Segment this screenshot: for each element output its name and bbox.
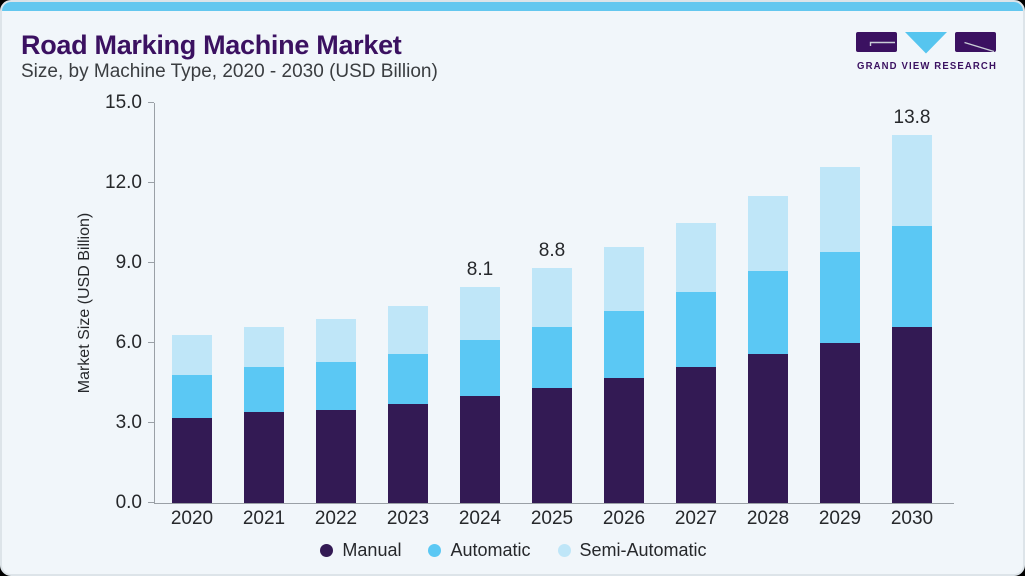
y-axis-tick bbox=[148, 422, 154, 423]
bar-2027-automatic bbox=[676, 292, 716, 367]
bar-2029-automatic bbox=[820, 252, 860, 343]
legend-item-automatic: Automatic bbox=[428, 540, 531, 560]
y-tick-label: 3.0 bbox=[115, 412, 142, 433]
bar-2029-manual bbox=[820, 343, 860, 503]
page-subtitle: Size, by Machine Type, 2020 - 2030 (USD … bbox=[21, 61, 438, 82]
y-axis-tick bbox=[148, 502, 154, 503]
x-tick-label-2027: 2027 bbox=[674, 508, 718, 529]
bar-2028-automatic bbox=[748, 271, 788, 354]
gvr-logo: GRAND VIEW RESEARCH bbox=[856, 32, 997, 72]
bar-2026-manual bbox=[604, 378, 644, 503]
bar-2028-semi-automatic bbox=[748, 196, 788, 271]
top-accent-bar bbox=[2, 2, 1023, 11]
x-axis-line bbox=[154, 503, 954, 504]
y-tick-label: 9.0 bbox=[115, 252, 142, 273]
y-axis-tick bbox=[148, 262, 154, 263]
bar-2025-automatic bbox=[532, 327, 572, 388]
x-tick-label-2023: 2023 bbox=[386, 508, 430, 529]
x-tick-label-2021: 2021 bbox=[242, 508, 286, 529]
bar-2028-manual bbox=[748, 354, 788, 503]
bar-2030-semi-automatic bbox=[892, 135, 932, 226]
chart-legend: Manual Automatic Semi-Automatic bbox=[2, 540, 1023, 560]
legend-label: Automatic bbox=[450, 540, 531, 560]
bar-value-label-2030: 13.8 bbox=[893, 107, 931, 128]
y-axis-tick bbox=[148, 102, 154, 103]
x-tick-label-2022: 2022 bbox=[314, 508, 358, 529]
y-axis-title: Market Size (USD Billion) bbox=[76, 212, 93, 394]
bar-2020-semi-automatic bbox=[172, 335, 212, 375]
bar-2021-automatic bbox=[244, 367, 284, 412]
bar-2024-automatic bbox=[460, 340, 500, 396]
y-tick-label: 0.0 bbox=[115, 492, 142, 513]
bar-2026-semi-automatic bbox=[604, 247, 644, 311]
x-tick-label-2028: 2028 bbox=[746, 508, 790, 529]
y-axis-tick bbox=[148, 182, 154, 183]
legend-dot-icon bbox=[557, 543, 571, 557]
x-tick-label-2024: 2024 bbox=[458, 508, 502, 529]
legend-item-manual: Manual bbox=[320, 541, 401, 559]
bar-2020-manual bbox=[172, 418, 212, 503]
bar-value-label-2025: 8.8 bbox=[538, 240, 566, 261]
x-tick-label-2030: 2030 bbox=[890, 508, 934, 529]
page-title: Road Marking Machine Market bbox=[21, 30, 402, 60]
y-axis-line bbox=[154, 103, 155, 503]
bar-2021-manual bbox=[244, 412, 284, 503]
bar-2030-automatic bbox=[892, 226, 932, 327]
bar-2022-semi-automatic bbox=[316, 319, 356, 362]
bar-2024-manual bbox=[460, 396, 500, 503]
x-tick-label-2026: 2026 bbox=[602, 508, 646, 529]
legend-item-semi-automatic: Semi-Automatic bbox=[557, 540, 707, 560]
bar-2020-automatic bbox=[172, 375, 212, 418]
legend-label: Manual bbox=[342, 540, 402, 560]
x-tick-label-2029: 2029 bbox=[818, 508, 862, 529]
bar-2023-manual bbox=[388, 404, 428, 503]
legend-dot-icon bbox=[320, 543, 334, 557]
bar-2022-automatic bbox=[316, 362, 356, 410]
legend-label: Semi-Automatic bbox=[579, 540, 707, 560]
bar-2030-manual bbox=[892, 327, 932, 503]
logo-brand-text: GRAND VIEW RESEARCH bbox=[857, 61, 997, 72]
bar-2023-semi-automatic bbox=[388, 306, 428, 354]
x-tick-label-2020: 2020 bbox=[170, 508, 214, 529]
y-tick-label: 6.0 bbox=[115, 332, 142, 353]
bar-2025-semi-automatic bbox=[532, 268, 572, 327]
bar-2022-manual bbox=[316, 410, 356, 503]
bar-2026-automatic bbox=[604, 311, 644, 378]
y-tick-label: 15.0 bbox=[105, 92, 142, 113]
legend-dot-icon bbox=[428, 543, 442, 557]
y-axis-tick bbox=[148, 342, 154, 343]
bar-value-label-2024: 8.1 bbox=[466, 259, 494, 280]
bar-2027-manual bbox=[676, 367, 716, 503]
bar-2029-semi-automatic bbox=[820, 167, 860, 252]
bar-2021-semi-automatic bbox=[244, 327, 284, 367]
bar-2024-semi-automatic bbox=[460, 287, 500, 340]
y-tick-label: 12.0 bbox=[105, 172, 142, 193]
x-tick-label-2025: 2025 bbox=[530, 508, 574, 529]
bar-2025-manual bbox=[532, 388, 572, 503]
gvr-monogram-icon bbox=[856, 32, 996, 54]
bar-2023-automatic bbox=[388, 354, 428, 404]
bar-2027-semi-automatic bbox=[676, 223, 716, 292]
